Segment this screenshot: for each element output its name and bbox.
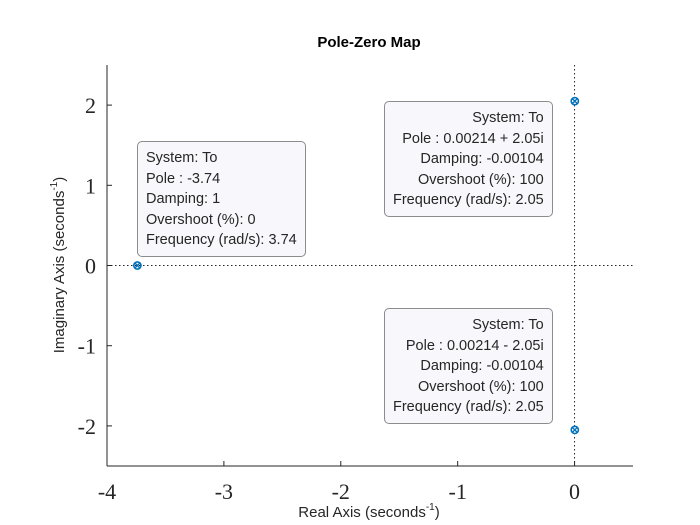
- x-tick-label: -3: [215, 479, 233, 504]
- x-axis-label: Real Axis (seconds-1): [298, 502, 439, 521]
- datatip-system: System: To: [146, 150, 218, 166]
- datatip-frequency: Frequency (rad/s): 2.05: [393, 399, 544, 415]
- datatip-damping: Damping: -0.00104: [420, 151, 544, 167]
- datatip-lower-pole[interactable]: System: To Pole : 0.00214 - 2.05i Dampin…: [384, 308, 553, 424]
- pole-circle: [570, 425, 580, 435]
- pole-marker: [570, 96, 580, 106]
- datatip-damping: Damping: 1: [146, 191, 221, 207]
- y-tick-labels: -2 -1 0 1 2: [78, 93, 96, 439]
- datatip-system: System: To: [472, 317, 544, 333]
- axes: [106, 65, 633, 467]
- y-tick-label: -2: [78, 414, 96, 439]
- pole-circle: [570, 96, 580, 106]
- x-tick-label: 0: [569, 479, 580, 504]
- pole-markers: [132, 96, 580, 435]
- y-tick-label: 0: [85, 254, 96, 279]
- datatip-overshoot: Overshoot (%): 100: [417, 171, 544, 188]
- reference-lines: [107, 65, 633, 466]
- datatip-pole: Pole : 0.00214 + 2.05i: [402, 130, 544, 147]
- pole-cross: [571, 426, 578, 434]
- x-tick-labels: -4 -3 -2 -1 0: [98, 479, 580, 504]
- y-tick-label: -1: [78, 334, 96, 359]
- tick-marks: [106, 104, 576, 466]
- datatip-overshoot: Overshoot (%): 100: [417, 378, 544, 395]
- pole-circle: [132, 261, 142, 270]
- y-tick-label: 2: [85, 93, 96, 118]
- chart-title: Pole-Zero Map: [317, 34, 420, 51]
- pole-marker: [570, 425, 580, 435]
- datatip-pole: Pole : -3.74: [146, 170, 221, 187]
- datatip-frequency: Frequency (rad/s): 2.05: [393, 192, 544, 208]
- pole-cross: [134, 262, 141, 269]
- datatip-frequency: Frequency (rad/s): 3.74: [146, 232, 297, 248]
- datatip-upper-pole[interactable]: System: To Pole : 0.00214 + 2.05i Dampin…: [384, 101, 553, 217]
- datatip-system: System: To: [472, 110, 544, 126]
- y-tick-label: 1: [85, 173, 96, 198]
- y-axis-label: Imaginary Axis (seconds-1): [49, 177, 68, 353]
- pole-marker: [132, 261, 142, 270]
- datatip-overshoot: Overshoot (%): 0: [146, 211, 256, 228]
- x-tick-label: -4: [98, 479, 116, 504]
- x-tick-label: -1: [449, 479, 467, 504]
- datatip-damping: Damping: -0.00104: [420, 358, 544, 374]
- datatip-real-pole[interactable]: System: To Pole : -3.74 Damping: 1 Overs…: [137, 141, 306, 257]
- x-tick-label: -2: [332, 479, 350, 504]
- pole-cross: [571, 97, 578, 105]
- datatip-pole: Pole : 0.00214 - 2.05i: [405, 337, 544, 354]
